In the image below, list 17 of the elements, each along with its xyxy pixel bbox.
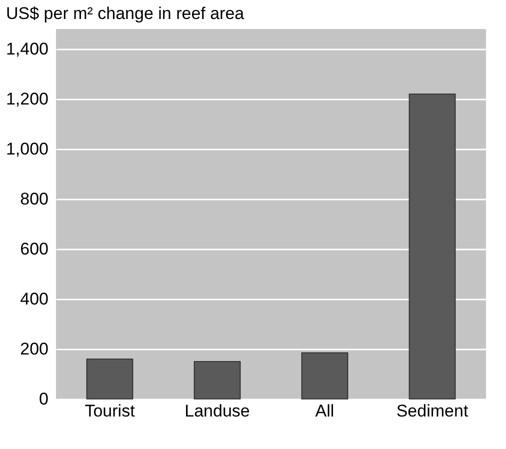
y-tick-label: 0 [39,390,48,408]
bar [301,352,348,400]
chart-title: US$ per m² change in reef area [6,4,245,23]
y-tick-label: 600 [20,240,48,258]
x-tick-label: Sediment [396,402,468,420]
bar [194,361,241,400]
bar [86,358,134,400]
y-tick-label: 200 [20,340,48,358]
y-tick-label: 1,000 [6,140,48,158]
y-tick-label: 1,200 [6,90,48,108]
x-tick-label: Tourist [84,402,136,420]
x-tick-label: Landuse [184,402,250,420]
x-tick-label: All [315,402,334,420]
y-tick-label: 400 [20,290,48,308]
y-tick-label: 1,400 [6,40,48,58]
y-tick-label: 800 [20,190,48,208]
bar [408,94,456,400]
